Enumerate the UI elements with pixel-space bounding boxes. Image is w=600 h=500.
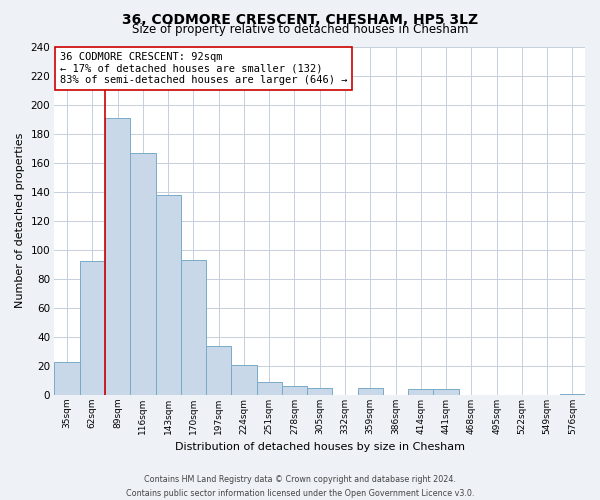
- Text: 36 CODMORE CRESCENT: 92sqm
← 17% of detached houses are smaller (132)
83% of sem: 36 CODMORE CRESCENT: 92sqm ← 17% of deta…: [60, 52, 347, 85]
- Bar: [560, 394, 585, 395]
- Y-axis label: Number of detached properties: Number of detached properties: [15, 133, 25, 308]
- Bar: [80, 262, 105, 395]
- Bar: [181, 260, 206, 395]
- X-axis label: Distribution of detached houses by size in Chesham: Distribution of detached houses by size …: [175, 442, 465, 452]
- Bar: [358, 388, 383, 395]
- Bar: [307, 388, 332, 395]
- Bar: [257, 382, 282, 395]
- Bar: [155, 194, 181, 395]
- Bar: [433, 389, 458, 395]
- Bar: [206, 346, 232, 395]
- Text: 36, CODMORE CRESCENT, CHESHAM, HP5 3LZ: 36, CODMORE CRESCENT, CHESHAM, HP5 3LZ: [122, 12, 478, 26]
- Bar: [105, 118, 130, 395]
- Bar: [408, 389, 433, 395]
- Bar: [55, 362, 80, 395]
- Bar: [232, 364, 257, 395]
- Text: Size of property relative to detached houses in Chesham: Size of property relative to detached ho…: [132, 22, 468, 36]
- Bar: [282, 386, 307, 395]
- Bar: [130, 152, 155, 395]
- Text: Contains HM Land Registry data © Crown copyright and database right 2024.
Contai: Contains HM Land Registry data © Crown c…: [126, 476, 474, 498]
